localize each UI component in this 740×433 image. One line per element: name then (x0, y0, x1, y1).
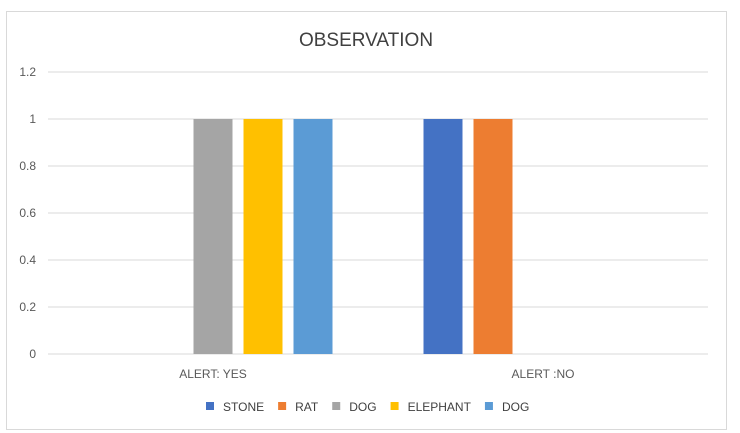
bar-dog-alert-yes (193, 119, 233, 354)
x-category-label: ALERT :NO (512, 367, 575, 381)
y-axis-tick-labels: 0 0.2 0.4 0.6 0.8 1 1.2 (19, 65, 36, 361)
legend-swatch (206, 402, 214, 410)
legend-label: STONE (223, 400, 264, 414)
legend-label: DOG (502, 400, 529, 414)
chart-title: OBSERVATION (299, 30, 433, 51)
y-tick-label: 0 (29, 347, 36, 361)
bar-rat-alert-no (473, 119, 513, 354)
legend-swatch (278, 402, 287, 410)
legend-swatch (390, 402, 399, 410)
legend: STONE RAT DOG ELEPHANT DOG (206, 400, 529, 414)
bars (193, 119, 513, 354)
legend-swatch (332, 402, 341, 410)
y-tick-label: 0.4 (19, 253, 36, 267)
x-axis-category-labels: ALERT: YES ALERT :NO (179, 367, 574, 381)
bar-elephant-alert-yes (243, 119, 283, 354)
legend-label: ELEPHANT (408, 400, 472, 414)
gridlines (48, 71, 708, 355)
legend-label: RAT (295, 400, 319, 414)
y-tick-label: 1.2 (19, 65, 36, 79)
chart-frame (6, 11, 727, 430)
bar-stone-alert-no (423, 119, 463, 354)
y-tick-label: 1 (29, 112, 36, 126)
x-category-label: ALERT: YES (179, 367, 247, 381)
bar-dog-alert-yes (293, 119, 333, 354)
y-tick-label: 0.6 (19, 206, 36, 220)
y-tick-label: 0.2 (19, 300, 36, 314)
y-tick-label: 0.8 (19, 159, 36, 173)
legend-label: DOG (349, 400, 376, 414)
legend-swatch (484, 402, 493, 410)
